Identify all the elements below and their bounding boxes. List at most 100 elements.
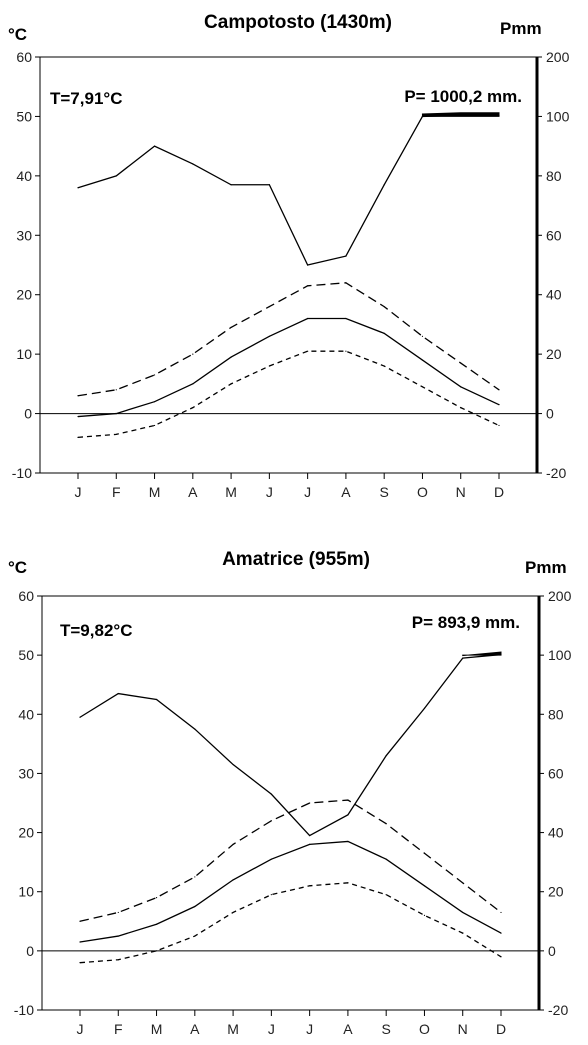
- precipitation-line-point: [462, 657, 464, 659]
- precipitation-line-point: [423, 707, 426, 709]
- max-temperature-line-point: [270, 820, 272, 822]
- max-temperature-line-point: [309, 802, 311, 804]
- left-tick-label: 0: [26, 943, 34, 959]
- left-axis-unit: °C: [8, 558, 27, 577]
- mean-temperature-line-point: [307, 317, 309, 320]
- max-temperature-line-point: [423, 852, 426, 854]
- right-tick-label: 40: [546, 287, 562, 303]
- right-tick-label: 20: [546, 346, 562, 362]
- max-temperature-line-point: [115, 389, 117, 391]
- min-temperature-line-point: [385, 894, 387, 896]
- mean-temperature-line-point: [77, 415, 79, 418]
- min-temperature-line-point: [268, 365, 270, 367]
- left-tick-label: 60: [16, 49, 32, 65]
- mean-temperature-line: [79, 840, 502, 943]
- x-tick-label: N: [458, 1021, 468, 1037]
- left-tick-label: 50: [16, 108, 32, 124]
- precipitation-line-point: [270, 793, 272, 795]
- mean-temperature-line-point: [192, 383, 194, 385]
- right-axis-unit: Pmm: [525, 558, 567, 577]
- max-temperature-line-point: [230, 326, 232, 328]
- min-temperature-line-point: [345, 350, 347, 352]
- max-temperature-line-point: [232, 843, 234, 846]
- x-tick-label: M: [151, 1021, 163, 1037]
- right-tick-label: -20: [546, 465, 566, 481]
- left-tick-label: -10: [14, 1002, 34, 1018]
- max-temperature-line-point: [153, 374, 156, 376]
- x-tick-label: N: [456, 484, 466, 500]
- max-temperature-line-point: [462, 882, 464, 884]
- x-tick-label: J: [266, 484, 273, 500]
- left-tick-label: 10: [16, 346, 32, 362]
- chart-title: Amatrice (955m): [222, 549, 370, 570]
- precipitation-surplus-fill: [421, 112, 500, 117]
- left-tick-label: 20: [16, 287, 32, 303]
- precipitation-line-point: [347, 814, 349, 816]
- min-temperature-line-point: [421, 386, 424, 388]
- left-tick-label: 0: [24, 406, 32, 422]
- min-temperature-line: [77, 350, 500, 438]
- mean-temperature-line-point: [153, 401, 156, 403]
- min-temperature-line-point: [192, 407, 194, 409]
- mean-temperature-line-point: [421, 359, 424, 361]
- mean-temperature-line-point: [117, 935, 119, 937]
- left-tick-label: 30: [16, 227, 32, 243]
- x-tick-label: A: [343, 1021, 353, 1037]
- min-temperature-line-point: [117, 959, 119, 961]
- min-temperature-line-point: [115, 433, 117, 435]
- x-tick-label: A: [188, 484, 198, 500]
- right-tick-label: 80: [548, 706, 564, 722]
- min-temperature-line-point: [460, 407, 462, 409]
- right-tick-label: 200: [548, 588, 572, 604]
- precipitation-line-point: [192, 163, 194, 165]
- x-tick-label: J: [77, 1021, 84, 1037]
- mean-temperature-line-point: [498, 404, 500, 406]
- max-temperature-line-point: [117, 911, 119, 914]
- max-temperature-line-point: [192, 353, 194, 355]
- max-temperature-line: [77, 282, 500, 397]
- min-temperature-line: [79, 882, 502, 964]
- right-tick-label: 100: [548, 647, 572, 663]
- max-temperature-line-point: [500, 911, 502, 914]
- right-tick-label: 200: [546, 49, 570, 65]
- x-tick-label: S: [382, 1021, 391, 1037]
- annual-precipitation-label: P= 1000,2 mm.: [404, 87, 522, 106]
- mean-temperature-line-point: [385, 858, 387, 860]
- max-temperature-line-point: [79, 920, 81, 922]
- right-tick-label: 0: [548, 943, 556, 959]
- mean-temperature-line-point: [345, 317, 347, 320]
- precipitation-line-point: [77, 187, 79, 189]
- min-temperature-line-point: [462, 932, 464, 934]
- min-temperature-line-point: [307, 350, 309, 352]
- precipitation-line-point: [232, 763, 234, 766]
- mean-temperature-line-point: [194, 905, 196, 908]
- left-tick-label: 20: [18, 825, 34, 841]
- mean-temperature-line-point: [460, 386, 462, 388]
- mean-temperature-line-point: [309, 843, 311, 846]
- x-tick-label: J: [268, 1021, 275, 1037]
- right-tick-label: 60: [546, 227, 562, 243]
- mean-temperature-label: T=9,82°C: [60, 621, 132, 640]
- max-temperature-line-point: [77, 395, 79, 397]
- min-temperature-line-point: [153, 424, 156, 427]
- mean-temperature-line-point: [230, 356, 232, 358]
- precipitation-line: [79, 653, 502, 837]
- precipitation-line-point: [115, 175, 117, 177]
- right-tick-label: -20: [548, 1002, 568, 1018]
- precipitation-line-point: [79, 716, 81, 718]
- mean-temperature-line-point: [270, 858, 272, 860]
- mean-temperature-line-point: [268, 335, 270, 337]
- min-temperature-line-point: [230, 383, 232, 385]
- precipitation-line-point: [383, 184, 385, 186]
- precipitation-line-point: [309, 834, 311, 837]
- max-temperature-line-point: [498, 389, 500, 391]
- mean-temperature-line-point: [383, 332, 385, 334]
- left-tick-label: 50: [18, 647, 34, 663]
- min-temperature-line-point: [232, 911, 234, 914]
- mean-temperature-line: [77, 317, 500, 418]
- x-tick-label: D: [496, 1021, 506, 1037]
- min-temperature-line-point: [498, 424, 500, 427]
- max-temperature-line-point: [345, 282, 347, 284]
- x-tick-label: S: [380, 484, 389, 500]
- precipitation-line-point: [155, 698, 158, 701]
